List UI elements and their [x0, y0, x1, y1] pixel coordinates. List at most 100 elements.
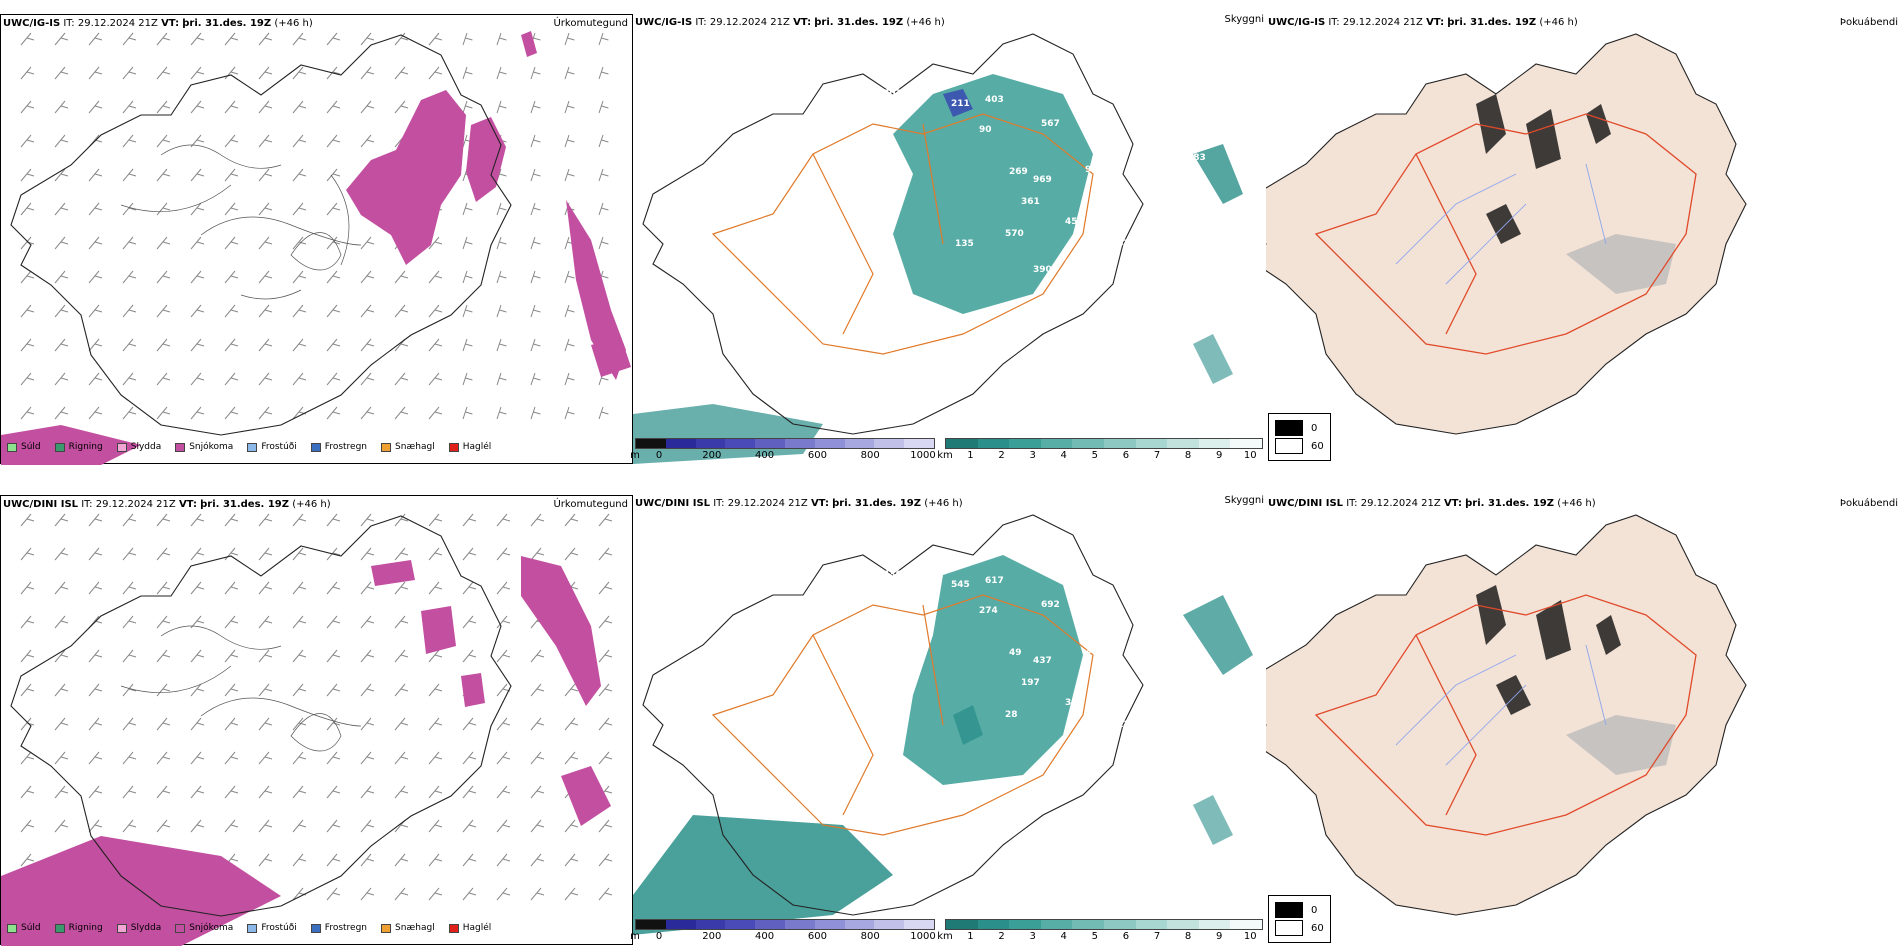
colorbar-tick-label: 5	[1091, 450, 1098, 461]
snow-area	[1, 425, 141, 465]
snow-area	[521, 31, 537, 57]
wind-barb	[428, 270, 443, 284]
colorbar-tick-label: 10	[1243, 931, 1257, 942]
wind-barb	[598, 581, 613, 595]
wind-barb	[190, 513, 205, 527]
colorbar-tick-label: 6	[1122, 450, 1130, 461]
wind-barb	[88, 236, 103, 250]
legend-label: Slydda	[130, 923, 162, 933]
colorbar-tick-label: 3	[1029, 450, 1036, 461]
low-visibility-area	[1183, 595, 1253, 675]
wind-barb	[598, 100, 609, 114]
wind-barb	[156, 32, 171, 46]
wind-barb	[326, 853, 341, 867]
fog-legend-row: 0	[1275, 902, 1324, 918]
fog-legend-swatch	[1275, 920, 1303, 936]
colorbar-tick-label: 1	[967, 931, 974, 942]
wind-barb	[122, 134, 137, 148]
precip-legend: Súld Rigning Slydda Snjókoma Frostúði Frostre…	[7, 442, 491, 452]
wind-barb	[224, 683, 239, 697]
wind-barb	[462, 717, 477, 731]
wind-barb	[360, 134, 375, 148]
wind-barb	[20, 785, 35, 799]
panel-header: UWC/IG-IS IT: 29.12.2024 21Z VT: þri. 31…	[635, 17, 945, 28]
wind-barb	[326, 338, 341, 352]
height-value-label: 135	[955, 239, 974, 249]
colorbar-strip	[945, 438, 1263, 449]
wind-barb	[530, 717, 545, 731]
wind-barb	[122, 270, 137, 284]
height-value-label: 366	[1065, 259, 1084, 269]
legend-label: Slydda	[130, 442, 162, 452]
wind-barb	[598, 168, 609, 182]
legend-swatch	[7, 923, 17, 933]
wind-barb	[122, 717, 137, 731]
wind-barb	[156, 304, 171, 318]
height-value-label: 436	[883, 570, 902, 580]
height-value-label: 33	[1157, 127, 1170, 137]
low-visibility-area	[1193, 334, 1233, 384]
legend-item: Rigning	[54, 442, 103, 452]
wind-barb	[292, 649, 307, 663]
wind-barb	[428, 853, 443, 867]
wind-barb	[360, 270, 375, 284]
wind-barb	[394, 649, 409, 663]
wind-barb	[292, 202, 307, 216]
panel-title: Þokuábendi	[1839, 498, 1898, 509]
wind-barb	[462, 751, 477, 765]
wind-barb	[598, 887, 613, 901]
wind-barb	[258, 853, 273, 867]
wind-barb	[598, 751, 613, 765]
wind-barb	[224, 270, 239, 284]
wind-barb	[156, 717, 171, 731]
wind-barb	[258, 168, 273, 182]
wind-barb	[496, 683, 511, 697]
wind-barb	[496, 615, 511, 629]
wind-barb	[20, 751, 35, 765]
wind-barb	[190, 717, 205, 731]
wind-barb	[598, 853, 613, 867]
wind-barb	[190, 100, 205, 114]
wind-barb	[258, 683, 273, 697]
wind-barb	[224, 66, 239, 80]
map-precip-type-row1	[1, 31, 631, 465]
wind-barb	[20, 513, 35, 527]
panel-title: Þokuábendi	[1839, 17, 1898, 28]
height-value-label: 567	[1041, 119, 1060, 129]
wind-barb	[530, 338, 541, 352]
wind-barb	[462, 785, 477, 799]
map-visibility-row2: 436 545 617 692 274 49 437 27 197 362 28 412	[633, 514, 1253, 935]
colorbar-tick-label: 8	[1184, 931, 1192, 942]
wind-barb	[122, 581, 137, 595]
wind-barb	[598, 202, 609, 216]
wind-barb	[190, 751, 205, 765]
wind-barb	[258, 717, 273, 731]
wind-barb	[122, 785, 137, 799]
legend-item: Frostúði	[247, 442, 297, 452]
wind-barb	[326, 100, 341, 114]
roads	[1314, 113, 1697, 355]
wind-barb	[496, 406, 507, 420]
wind-barb	[292, 683, 307, 697]
wind-barb	[190, 236, 205, 250]
map-fog-row2	[1266, 514, 1747, 916]
wind-barb	[20, 202, 35, 216]
wind-barb	[462, 581, 477, 595]
wind-barb	[496, 717, 511, 731]
low-visibility-area	[893, 74, 1093, 314]
wind-barb	[292, 581, 307, 595]
wind-barb	[564, 270, 575, 284]
legend-label: Súld	[21, 923, 41, 933]
colorbar-tick-label: 6	[1122, 931, 1130, 942]
legend-swatch	[7, 442, 17, 452]
colorbar-tick-label: 5	[1091, 931, 1098, 942]
wind-barb	[360, 751, 375, 765]
wind-barb	[156, 338, 171, 352]
wind-barb	[54, 338, 69, 352]
visibility-panel-row1: 707 211 403 567 90 269 969 989 361 459 570 847 390 36…	[630, 14, 1266, 464]
wind-barb	[462, 270, 473, 284]
wind-barb	[496, 751, 511, 765]
wind-barb	[224, 134, 239, 148]
height-value-label: 28	[1005, 710, 1018, 720]
wind-barb	[530, 134, 541, 148]
